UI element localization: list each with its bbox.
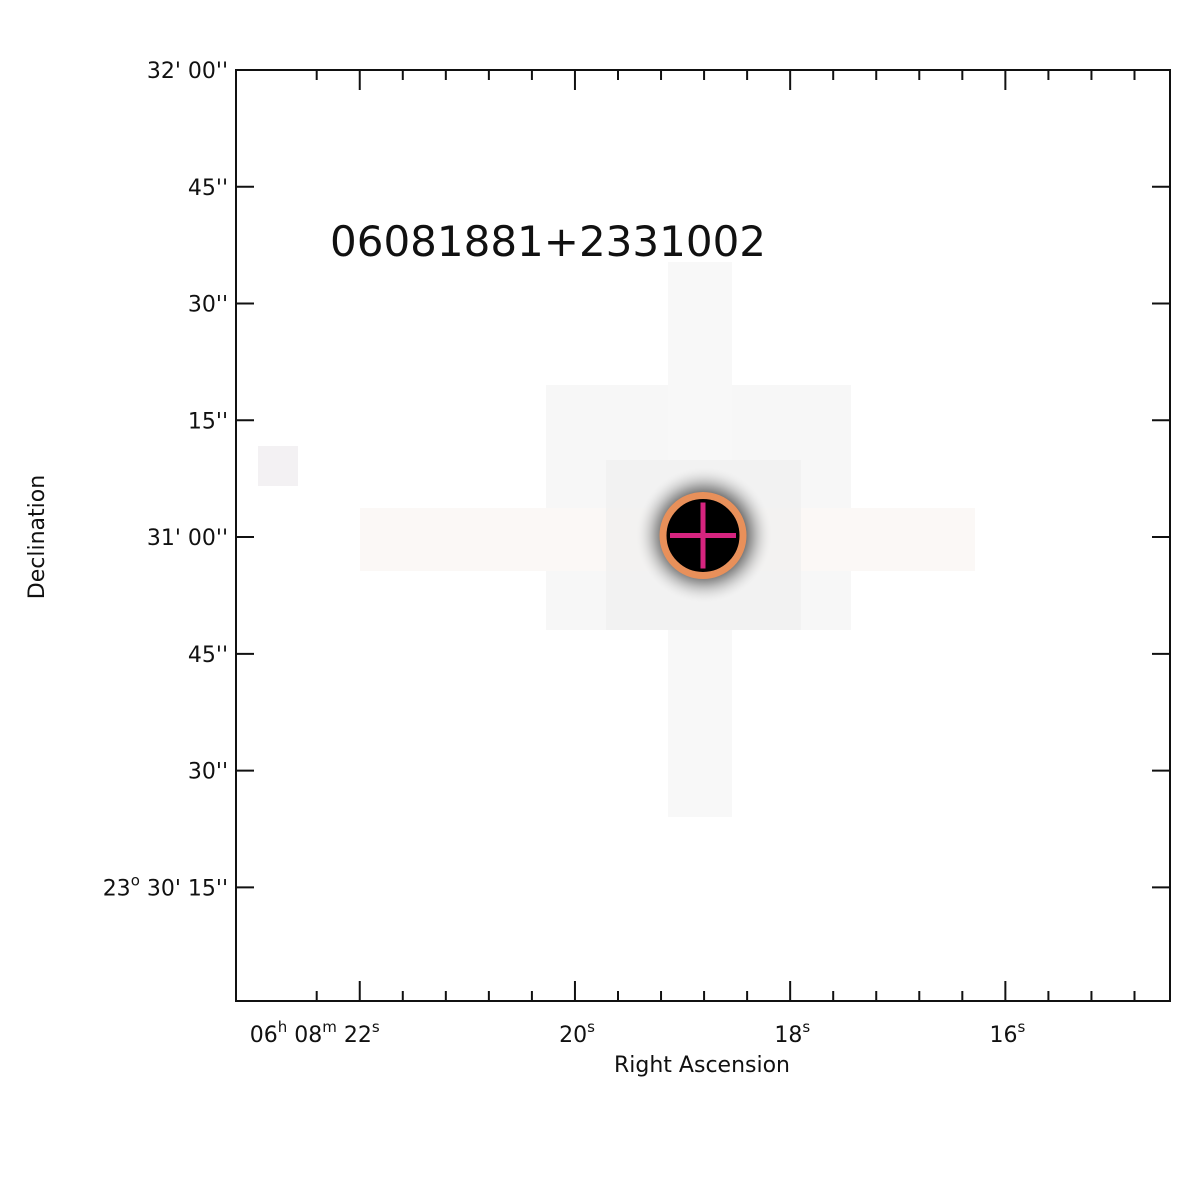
tick-label: 16s bbox=[990, 1018, 1026, 1048]
tick-label: 30'' bbox=[188, 760, 228, 785]
tick-label-sup: s bbox=[1018, 1018, 1026, 1036]
tick-label-part: 23 bbox=[103, 876, 131, 901]
tick-label: 18s bbox=[774, 1018, 810, 1048]
tick-label-part: 06 bbox=[250, 1023, 278, 1048]
tick-label-sup: o bbox=[131, 871, 140, 889]
tick-label: 31' 00'' bbox=[147, 526, 228, 551]
tick-label: 15'' bbox=[188, 409, 228, 434]
tick-label-part: 15'' bbox=[188, 409, 228, 434]
tick-label-part: 20 bbox=[559, 1023, 587, 1048]
tick-label-sup: h bbox=[278, 1018, 288, 1036]
tick-label-part: 32' 00'' bbox=[147, 59, 228, 84]
tick-label: 30'' bbox=[188, 293, 228, 318]
x-axis-label: Right Ascension bbox=[614, 1053, 790, 1078]
plot-frame bbox=[235, 69, 1171, 1002]
tick-label-part: 16 bbox=[990, 1023, 1018, 1048]
tick-label-part: 30'' bbox=[188, 760, 228, 785]
tick-label: 23o 30' 15'' bbox=[103, 871, 228, 901]
tick-label-sup: s bbox=[802, 1018, 810, 1036]
tick-label-sup: s bbox=[372, 1018, 380, 1036]
tick-label: 20s bbox=[559, 1018, 595, 1048]
tick-label-part: 08 bbox=[287, 1023, 322, 1048]
tick-label-part: 22 bbox=[337, 1023, 372, 1048]
y-axis-label: Declination bbox=[25, 475, 50, 599]
tick-label-part: 31' 00'' bbox=[147, 526, 228, 551]
tick-label: 45'' bbox=[188, 643, 228, 668]
tick-label-part: 18 bbox=[774, 1023, 802, 1048]
source-name: 06081881+2331002 bbox=[330, 217, 766, 266]
tick-label-sup: m bbox=[322, 1018, 337, 1036]
tick-label: 32' 00'' bbox=[147, 59, 228, 84]
tick-label-part: 45'' bbox=[188, 176, 228, 201]
tick-label-sup: s bbox=[587, 1018, 595, 1036]
tick-label: 45'' bbox=[188, 176, 228, 201]
tick-label-part: 45'' bbox=[188, 643, 228, 668]
sky-image bbox=[258, 262, 975, 817]
tick-label-part: 30' 15'' bbox=[140, 876, 228, 901]
tick-label: 06h 08m 22s bbox=[250, 1018, 380, 1048]
tick-label-part: 30'' bbox=[188, 293, 228, 318]
